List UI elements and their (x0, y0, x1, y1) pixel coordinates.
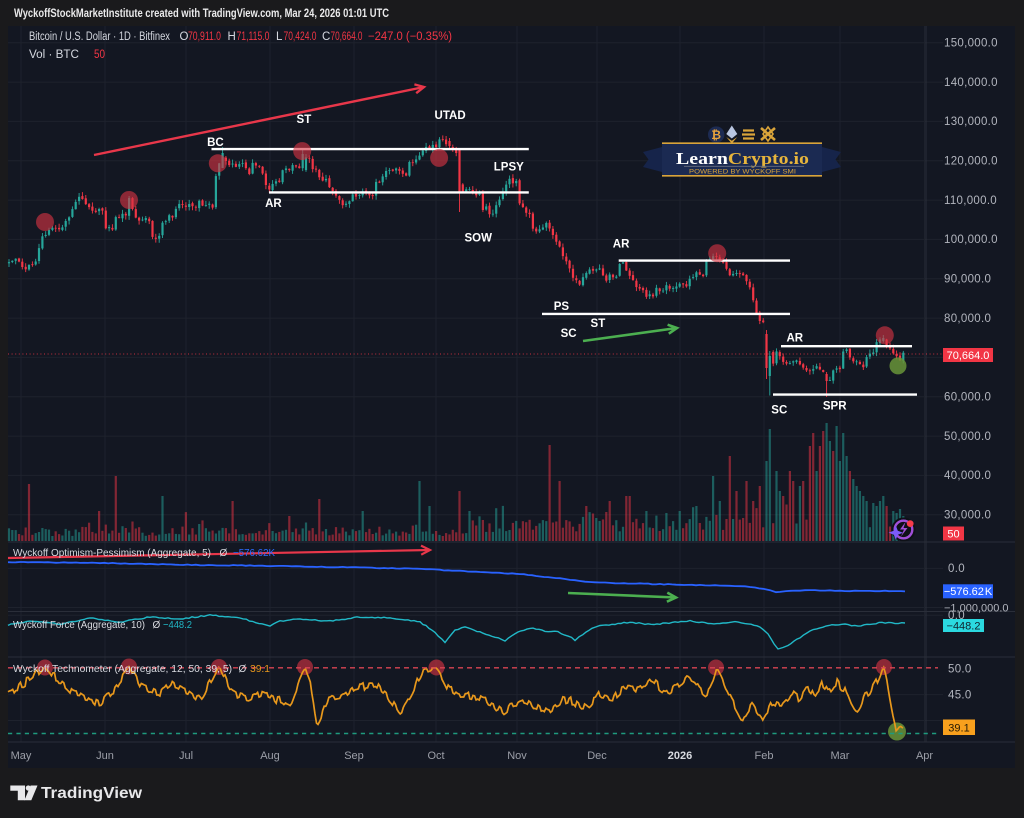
svg-text:70,664.0: 70,664.0 (331, 31, 363, 43)
svg-text:O: O (180, 31, 189, 43)
svg-text:Dec: Dec (587, 750, 607, 762)
svg-text:39.1: 39.1 (948, 722, 969, 734)
svg-text:40,000.0: 40,000.0 (944, 470, 991, 482)
svg-text:100,000.0: 100,000.0 (944, 234, 998, 246)
svg-text:70,664.0: 70,664.0 (947, 350, 990, 362)
svg-text:LPSY: LPSY (494, 161, 524, 173)
svg-text:30,000.0: 30,000.0 (944, 510, 991, 522)
svg-text:POWERED BY WYCKOFF SMI: POWERED BY WYCKOFF SMI (689, 169, 796, 176)
svg-text:−448.2: −448.2 (163, 619, 192, 631)
svg-text:AR: AR (265, 198, 282, 210)
svg-text:70,424.0: 70,424.0 (284, 31, 317, 43)
svg-text:60,000.0: 60,000.0 (944, 392, 991, 404)
svg-text:140,000.0: 140,000.0 (944, 77, 998, 89)
svg-text:Ø: Ø (153, 620, 161, 631)
svg-text:L: L (276, 31, 283, 43)
svg-text:May: May (11, 750, 32, 762)
svg-text:TradingView: TradingView (41, 785, 143, 802)
svg-text:Wyckoff Technometer (Aggregate: Wyckoff Technometer (Aggregate, 12, 50, … (13, 663, 232, 675)
svg-text:SPR: SPR (823, 400, 847, 412)
svg-text:C: C (322, 31, 330, 43)
svg-text:Ø: Ø (239, 664, 247, 675)
svg-text:AR: AR (613, 239, 630, 251)
svg-text:SC: SC (561, 328, 577, 340)
svg-text:71,115.0: 71,115.0 (237, 31, 270, 43)
svg-text:ST: ST (591, 318, 606, 330)
svg-text:Feb: Feb (755, 750, 774, 762)
svg-text:Oct: Oct (427, 750, 444, 762)
svg-text:110,000.0: 110,000.0 (944, 195, 997, 207)
svg-text:90,000.0: 90,000.0 (944, 274, 991, 286)
svg-text:−576.62K: −576.62K (233, 547, 275, 559)
svg-text:80,000.0: 80,000.0 (944, 313, 991, 325)
svg-text:−1,000,000.0: −1,000,000.0 (944, 602, 1009, 614)
svg-text:50: 50 (94, 49, 105, 61)
svg-text:Wyckoff Optimism-Pessimism (Ag: Wyckoff Optimism-Pessimism (Aggregate, 5… (13, 547, 211, 559)
svg-text:45.0: 45.0 (948, 689, 972, 701)
svg-text:50,000.0: 50,000.0 (944, 431, 991, 443)
svg-text:ST: ST (297, 114, 312, 126)
svg-text:−448.2: −448.2 (947, 620, 981, 632)
svg-text:WyckoffStockMarketInstitute cr: WyckoffStockMarketInstitute created with… (14, 8, 389, 20)
svg-text:Vol · BTC: Vol · BTC (29, 49, 79, 61)
svg-text:150,000.0: 150,000.0 (944, 38, 998, 50)
svg-text:50.0: 50.0 (948, 664, 972, 676)
svg-text:Mar: Mar (831, 750, 850, 762)
svg-text:70,911.0: 70,911.0 (188, 31, 221, 43)
svg-text:Wyckoff Force (Aggregate, 10): Wyckoff Force (Aggregate, 10) (13, 619, 145, 631)
svg-text:Aug: Aug (260, 750, 280, 762)
svg-text:120,000.0: 120,000.0 (944, 156, 998, 168)
svg-text:Apr: Apr (916, 750, 933, 762)
svg-text:130,000.0: 130,000.0 (944, 116, 998, 128)
svg-text:AR: AR (786, 333, 803, 345)
svg-text:39.1: 39.1 (250, 663, 270, 675)
svg-text:Jun: Jun (96, 750, 114, 762)
svg-text:UTAD: UTAD (435, 110, 466, 122)
svg-text:H: H (228, 31, 236, 43)
svg-text:0.0: 0.0 (948, 563, 965, 575)
svg-text:Sep: Sep (344, 750, 364, 762)
svg-text:₿: ₿ (711, 128, 721, 142)
svg-text:SC: SC (771, 405, 787, 417)
svg-text:Nov: Nov (507, 750, 527, 762)
svg-text:BC: BC (207, 137, 224, 149)
svg-text:−247.0 (−0.35%): −247.0 (−0.35%) (368, 31, 452, 43)
svg-text:2026: 2026 (668, 750, 692, 762)
svg-text:Bitcoin / U.S. Dollar · 1D · B: Bitcoin / U.S. Dollar · 1D · Bitfinex (29, 31, 170, 43)
svg-text:SOW: SOW (464, 232, 492, 244)
svg-text:50: 50 (947, 528, 959, 540)
svg-text:−576.62 K: −576.62 K (944, 586, 993, 598)
svg-text:PS: PS (554, 301, 570, 313)
svg-text:Ø: Ø (220, 548, 228, 559)
svg-text:Jul: Jul (179, 750, 193, 762)
